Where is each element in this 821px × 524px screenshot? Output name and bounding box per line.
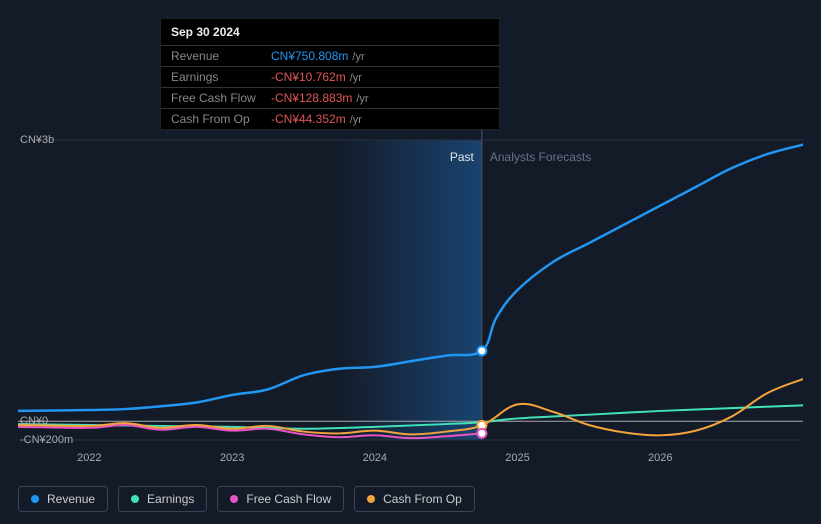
tooltip-metric-label: Cash From Op	[171, 112, 271, 126]
x-axis-label: 2023	[220, 452, 244, 464]
y-axis-label: -CN¥200m	[20, 434, 73, 446]
tooltip-date: Sep 30 2024	[161, 19, 499, 46]
tooltip-row: Earnings-CN¥10.762m/yr	[161, 67, 499, 88]
past-section-label: Past	[450, 150, 474, 164]
legend-item[interactable]: Free Cash Flow	[217, 486, 344, 512]
legend-label: Earnings	[147, 492, 194, 506]
legend-label: Revenue	[47, 492, 95, 506]
tooltip-row: Cash From Op-CN¥44.352m/yr	[161, 109, 499, 129]
tooltip-metric-label: Free Cash Flow	[171, 91, 271, 105]
tooltip-metric-label: Earnings	[171, 70, 271, 84]
legend-label: Free Cash Flow	[246, 492, 331, 506]
y-axis-label: CN¥0	[20, 415, 48, 427]
tooltip-metric-unit: /yr	[350, 114, 362, 126]
x-axis-label: 2026	[648, 452, 672, 464]
legend-dot-icon	[131, 495, 139, 503]
legend-label: Cash From Op	[383, 492, 462, 506]
tooltip-row: RevenueCN¥750.808m/yr	[161, 46, 499, 67]
forecast-section-label: Analysts Forecasts	[490, 150, 591, 164]
tooltip-metric-value: -CN¥128.883m	[271, 91, 352, 105]
x-axis-label: 2022	[77, 452, 101, 464]
legend-dot-icon	[230, 495, 238, 503]
legend-dot-icon	[367, 495, 375, 503]
tooltip-metric-unit: /yr	[352, 51, 364, 63]
legend-item[interactable]: Revenue	[18, 486, 108, 512]
chart-tooltip: Sep 30 2024 RevenueCN¥750.808m/yrEarning…	[160, 18, 500, 130]
tooltip-metric-value: -CN¥44.352m	[271, 112, 346, 126]
legend-dot-icon	[31, 495, 39, 503]
tooltip-metric-label: Revenue	[171, 49, 271, 63]
legend-item[interactable]: Earnings	[118, 486, 207, 512]
y-axis-label: CN¥3b	[20, 134, 54, 146]
legend: Revenue Earnings Free Cash Flow Cash From O…	[18, 486, 475, 512]
x-axis-label: 2025	[505, 452, 529, 464]
tooltip-metric-value: -CN¥10.762m	[271, 70, 346, 84]
chart-container: Sep 30 2024 RevenueCN¥750.808m/yrEarning…	[18, 0, 803, 520]
tooltip-row: Free Cash Flow-CN¥128.883m/yr	[161, 88, 499, 109]
x-axis-label: 2024	[363, 452, 387, 464]
tooltip-metric-unit: /yr	[350, 72, 362, 84]
tooltip-metric-value: CN¥750.808m	[271, 49, 348, 63]
legend-item[interactable]: Cash From Op	[354, 486, 475, 512]
tooltip-metric-unit: /yr	[356, 93, 368, 105]
